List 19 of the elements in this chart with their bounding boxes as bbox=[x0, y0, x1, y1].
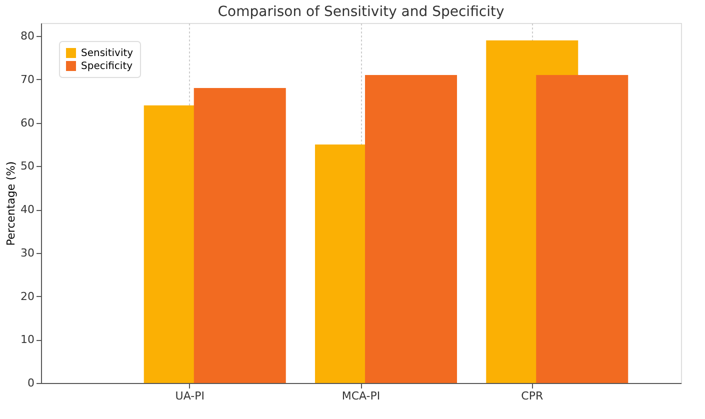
y-tick-label: 20 bbox=[20, 290, 34, 303]
bar bbox=[194, 88, 286, 383]
legend-label: Specificity bbox=[81, 61, 133, 72]
y-tick-label: 10 bbox=[20, 333, 34, 346]
chart-title: Comparison of Sensitivity and Specificity bbox=[218, 4, 504, 20]
x-tick-label: MCA-PI bbox=[342, 390, 380, 402]
legend-label: Sensitivity bbox=[81, 48, 134, 59]
x-tick-label: CPR bbox=[521, 390, 544, 402]
y-axis-title: Percentage (%) bbox=[4, 161, 18, 246]
x-tick-label: UA-PI bbox=[175, 390, 204, 402]
y-tick-label: 40 bbox=[20, 203, 34, 216]
y-tick-label: 50 bbox=[20, 160, 34, 173]
bar bbox=[536, 75, 628, 383]
y-tick-label: 0 bbox=[28, 376, 34, 390]
y-tick-label: 80 bbox=[20, 30, 34, 43]
y-tick-label: 30 bbox=[20, 246, 34, 260]
y-tick-label: 60 bbox=[20, 116, 34, 130]
bar bbox=[365, 75, 457, 383]
y-tick-label: 70 bbox=[20, 72, 34, 86]
